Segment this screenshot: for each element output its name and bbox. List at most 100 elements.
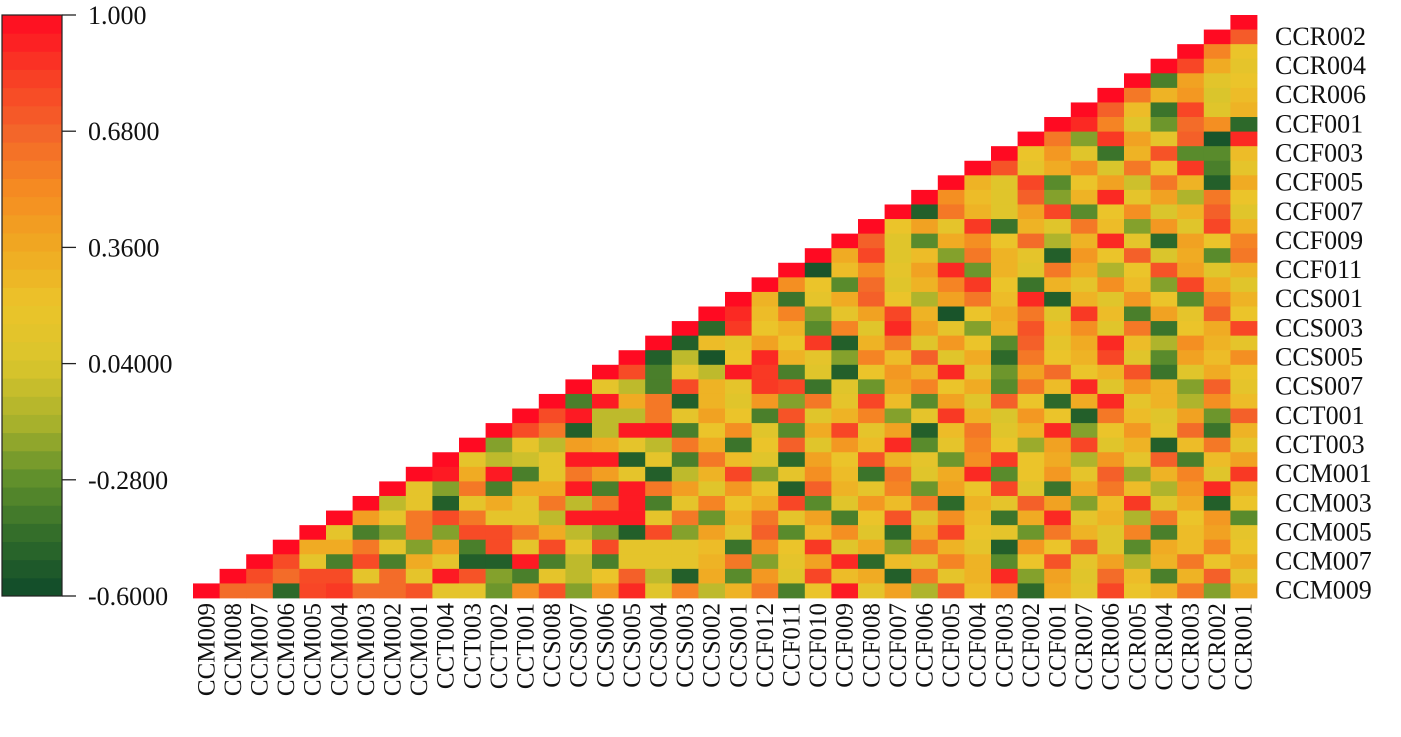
heatmap-cell <box>1203 510 1231 526</box>
heatmap-cell <box>1150 87 1178 103</box>
heatmap-cell <box>1097 481 1125 497</box>
heatmap-cell <box>1177 291 1205 307</box>
heatmap-cell <box>1044 262 1072 278</box>
heatmap-cell <box>831 539 859 555</box>
heatmap-cell <box>485 437 513 453</box>
heatmap-cell <box>1017 219 1045 235</box>
heatmap-cell <box>538 408 566 424</box>
heatmap-cell <box>964 568 992 584</box>
heatmap-cell <box>937 568 965 584</box>
heatmap-cell <box>272 568 300 584</box>
heatmap-cell <box>1177 408 1205 424</box>
heatmap-cell <box>645 364 673 380</box>
heatmap-cell <box>459 481 486 497</box>
heatmap-cell <box>725 525 752 541</box>
heatmap-cell <box>1177 583 1205 599</box>
column-label: CCF012 <box>752 603 779 688</box>
row-label: CCS003 <box>1275 313 1363 342</box>
heatmap-cell <box>1177 102 1205 118</box>
colorbar-band <box>2 559 62 579</box>
heatmap-cell <box>299 554 327 570</box>
heatmap-cell <box>1097 87 1125 103</box>
heatmap-cell <box>1044 321 1072 337</box>
heatmap-cell <box>1070 437 1098 453</box>
column-label: CCS002 <box>699 603 726 688</box>
heatmap-cell <box>858 568 885 584</box>
heatmap-cell <box>884 437 912 453</box>
heatmap-cell <box>937 248 965 264</box>
heatmap-cell <box>884 393 912 409</box>
heatmap-cell <box>1230 568 1258 584</box>
heatmap-cell <box>485 510 513 526</box>
heatmap-cell <box>991 291 1018 307</box>
heatmap-cell <box>831 350 859 366</box>
heatmap-cell <box>804 335 832 351</box>
heatmap-cell <box>858 466 885 482</box>
heatmap-cell <box>964 583 992 599</box>
heatmap-cell <box>299 525 327 541</box>
heatmap-cell <box>1177 539 1205 555</box>
heatmap-cell <box>1230 131 1258 147</box>
heatmap-cell <box>592 408 619 424</box>
heatmap-cell <box>1070 262 1098 278</box>
heatmap-cell <box>991 423 1018 439</box>
heatmap-cell <box>751 539 779 555</box>
heatmap-cell <box>751 277 779 293</box>
heatmap-cell <box>538 583 566 599</box>
heatmap-cell <box>512 539 540 555</box>
heatmap-cell <box>884 466 912 482</box>
heatmap-cell <box>379 568 407 584</box>
heatmap-cell <box>991 393 1018 409</box>
heatmap-cell <box>352 495 380 511</box>
heatmap-cell <box>964 525 992 541</box>
heatmap-cell <box>671 321 699 337</box>
heatmap-cell <box>405 583 433 599</box>
colorbar-band <box>2 378 62 397</box>
column-label: CCT001 <box>513 603 540 689</box>
heatmap-cell <box>1177 204 1205 220</box>
column-label: CCF011 <box>779 603 806 687</box>
heatmap-cell <box>1044 539 1072 555</box>
heatmap-cell <box>725 423 752 439</box>
heatmap-cell <box>884 568 912 584</box>
heatmap-cell <box>778 335 806 351</box>
heatmap-cell <box>1177 248 1205 264</box>
heatmap-cell <box>804 495 832 511</box>
heatmap-cell <box>1203 204 1231 220</box>
heatmap-cell <box>432 466 460 482</box>
heatmap-cell <box>725 335 752 351</box>
heatmap-cell <box>379 481 407 497</box>
heatmap-cell <box>538 539 566 555</box>
heatmap-cell <box>991 554 1018 570</box>
heatmap-cell <box>1177 44 1205 60</box>
colorbar-frame <box>1 14 63 597</box>
heatmap-cell <box>884 364 912 380</box>
heatmap-cell <box>1097 437 1125 453</box>
heatmap-cell <box>725 466 752 482</box>
heatmap-cell <box>1150 58 1178 74</box>
heatmap-cell <box>911 219 939 235</box>
heatmap-cell <box>1124 146 1151 162</box>
heatmap-cell <box>1070 102 1098 118</box>
heatmap-cell <box>804 466 832 482</box>
heatmap-cell <box>1177 277 1205 293</box>
heatmap-cell <box>1203 291 1231 307</box>
heatmap-cell <box>1230 466 1258 482</box>
column-label: CCR004 <box>1151 603 1178 691</box>
heatmap-cell <box>1230 117 1258 132</box>
heatmap-cell <box>1070 291 1098 307</box>
heatmap-cell <box>937 466 965 482</box>
heatmap-cell <box>1230 189 1258 205</box>
heatmap-cell <box>1097 539 1125 555</box>
heatmap-cell <box>804 291 832 307</box>
heatmap-cell <box>858 525 885 541</box>
heatmap-cell <box>1124 131 1151 147</box>
heatmap-cell <box>911 262 939 278</box>
heatmap-cell <box>831 568 859 584</box>
heatmap-cell <box>751 335 779 351</box>
column-label: CCM002 <box>380 603 407 696</box>
heatmap-cell <box>1230 452 1258 468</box>
column-label: CCS008 <box>539 603 566 688</box>
heatmap-cell <box>991 539 1018 555</box>
heatmap-cell <box>512 481 540 497</box>
